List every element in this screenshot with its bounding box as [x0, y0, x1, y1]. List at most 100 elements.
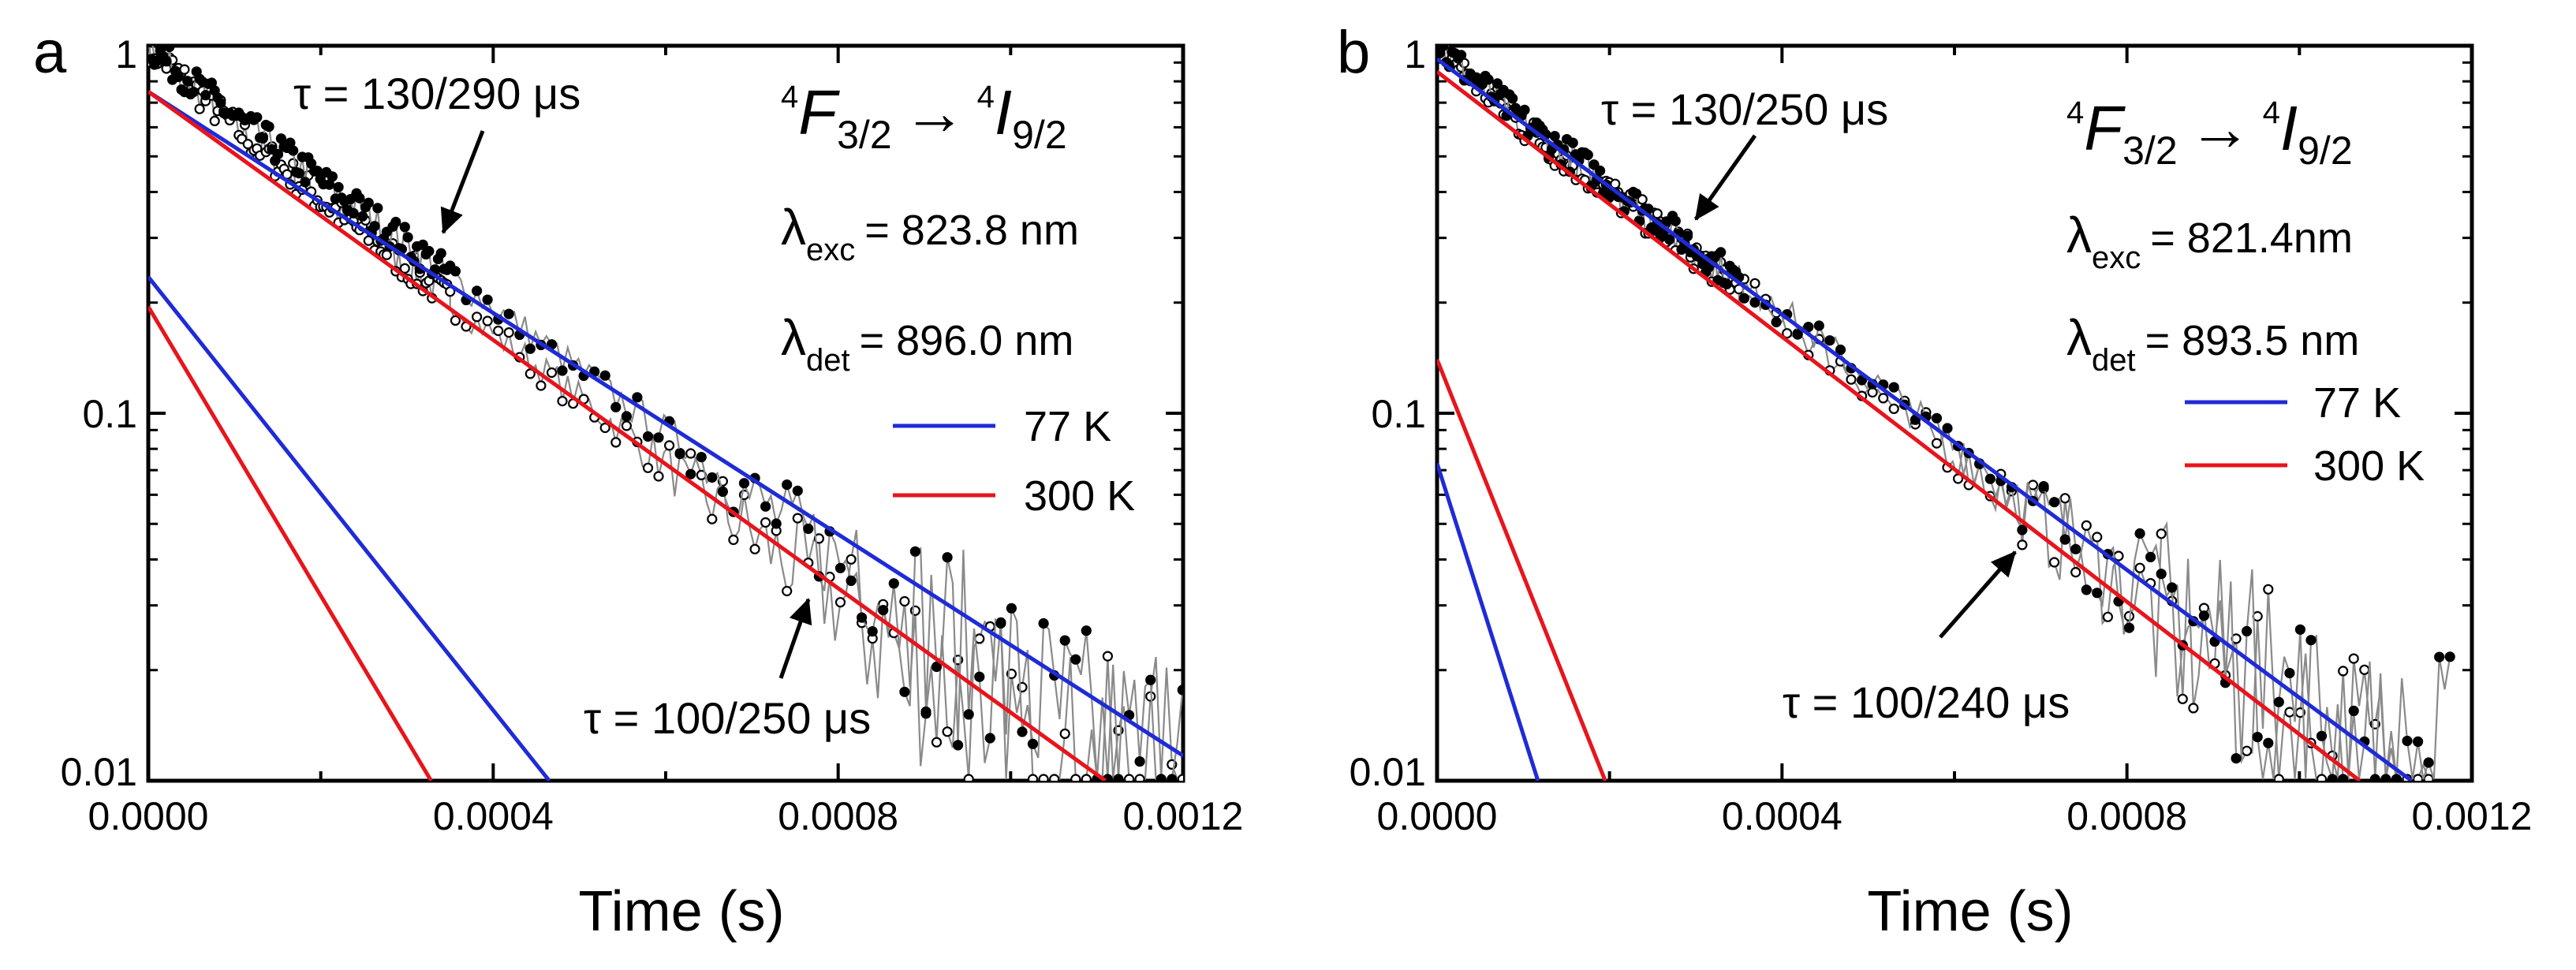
data-77k-point — [931, 661, 943, 673]
data-300k-point — [2413, 774, 2424, 781]
data-300k-point — [525, 368, 536, 379]
data-77k-point — [2413, 736, 2424, 748]
data-77k-point — [2145, 551, 2156, 563]
transition-label: 4F3/2 → 4I9/2 — [2066, 93, 2353, 173]
x-axis-title: Time (s) — [578, 880, 784, 943]
data-77k-point — [252, 112, 263, 123]
data-77k-point — [2134, 528, 2145, 539]
data-77k-point — [348, 207, 359, 218]
data-300k-point — [942, 726, 953, 737]
data-300k-point — [147, 31, 155, 39]
data-300k-point — [834, 597, 846, 608]
data-300k-point — [1846, 374, 1857, 385]
annotation-arrow — [440, 130, 485, 234]
data-300k-point — [381, 249, 392, 260]
data-77k-point — [803, 523, 814, 535]
data-77k-point — [369, 221, 380, 232]
data-77k-point — [164, 46, 175, 52]
data-77k-point — [333, 181, 344, 192]
lifetime-annotation: τ = 100/250 μs — [584, 693, 871, 743]
legend: 77 K 300 K — [893, 403, 1135, 520]
data-77k-point — [200, 90, 211, 101]
data-77k-point — [2294, 624, 2305, 635]
data-77k-point — [1582, 149, 1593, 160]
data-77k-point — [2444, 651, 2455, 662]
plot-area — [147, 31, 1183, 781]
data-77k-point — [1483, 74, 1494, 85]
transition-label: 4F3/2 → 4I9/2 — [781, 77, 1067, 157]
legend-label: 77 K — [1024, 403, 1111, 450]
annotation-arrow — [1693, 134, 1757, 221]
data-77k-point — [435, 248, 446, 259]
x-tick-label: 0.0000 — [88, 794, 209, 838]
data-300k-point — [1124, 774, 1135, 781]
plot-area — [1437, 46, 2455, 781]
data-77k-point — [963, 709, 974, 720]
data-77k-point — [599, 370, 610, 381]
data-77k-point — [2059, 534, 2070, 545]
data-300k-point — [1081, 774, 1092, 781]
x-tick-label: 0.0004 — [433, 794, 554, 838]
data-77k-point — [984, 733, 995, 744]
data-300k-point — [450, 315, 461, 326]
data-77k-point — [653, 432, 664, 443]
data-77k-point — [1438, 46, 1449, 51]
data-77k-point — [450, 266, 461, 277]
legend-label: 300 K — [2313, 442, 2425, 490]
data-77k-point — [1519, 104, 1530, 115]
lifetime-annotation: τ = 130/290 μs — [293, 69, 581, 118]
data-77k-point — [1749, 297, 1760, 308]
x-tick-label: 0.0004 — [1722, 794, 1842, 838]
data-300k-point — [546, 367, 558, 379]
data-300k-point — [2017, 539, 2028, 550]
data-300k-point — [1782, 328, 1793, 339]
data-300k-point — [813, 533, 825, 544]
data-77k-point — [771, 518, 782, 529]
data-300k-point — [2092, 532, 2103, 543]
data-300k-point — [1878, 393, 1889, 404]
data-77k-point — [707, 472, 718, 483]
data-77k-point — [909, 546, 921, 557]
legend-label: 77 K — [2313, 379, 2401, 427]
data-300k-point — [1049, 774, 1060, 781]
x-tick-label: 0.0000 — [1377, 794, 1498, 838]
data-77k-point — [293, 168, 304, 179]
data-300k-point — [1027, 774, 1039, 781]
data-77k-point — [2316, 730, 2328, 741]
x-tick-label: 0.0012 — [2412, 794, 2533, 838]
data-77k-point — [1721, 278, 1732, 289]
y-tick-label: 0.01 — [1350, 750, 1426, 794]
data-77k-point — [402, 232, 413, 243]
data-77k-point — [1081, 625, 1092, 636]
data-300k-point — [599, 422, 610, 434]
data-77k-point — [1027, 738, 1039, 749]
data-77k-point — [161, 56, 172, 67]
data-77k-point — [503, 308, 514, 319]
excitation-wavelength: λexc = 821.4nm — [2066, 207, 2353, 275]
detection-wavelength: λdet = 893.5 nm — [2066, 309, 2359, 378]
y-tick-label: 1 — [1404, 32, 1426, 76]
data-77k-point — [1670, 215, 1681, 226]
data-77k-point — [1549, 131, 1560, 142]
data-300k-point — [663, 440, 675, 451]
data-77k-point — [674, 448, 685, 460]
data-300k-point — [610, 437, 622, 448]
data-300k-point — [963, 774, 974, 781]
data-300k-point — [2188, 703, 2199, 714]
data-77k-point — [1594, 165, 1606, 177]
data-300k-point — [2059, 493, 2070, 504]
data-77k-point — [363, 197, 374, 208]
data-77k-point — [288, 145, 299, 156]
data-77k-point — [782, 479, 793, 491]
data-77k-point — [1703, 262, 1714, 273]
data-77k-point — [2263, 737, 2274, 748]
y-tick-label: 0.01 — [61, 750, 137, 794]
y-tick-label: 0.1 — [1371, 392, 1426, 436]
data-77k-point — [2380, 774, 2391, 781]
data-77k-point — [1942, 423, 1953, 434]
data-77k-point — [327, 171, 338, 182]
data-77k-point — [1145, 674, 1156, 685]
data-77k-point — [1792, 329, 1803, 340]
data-77k-point — [696, 451, 707, 463]
data-300k-point — [179, 64, 190, 75]
